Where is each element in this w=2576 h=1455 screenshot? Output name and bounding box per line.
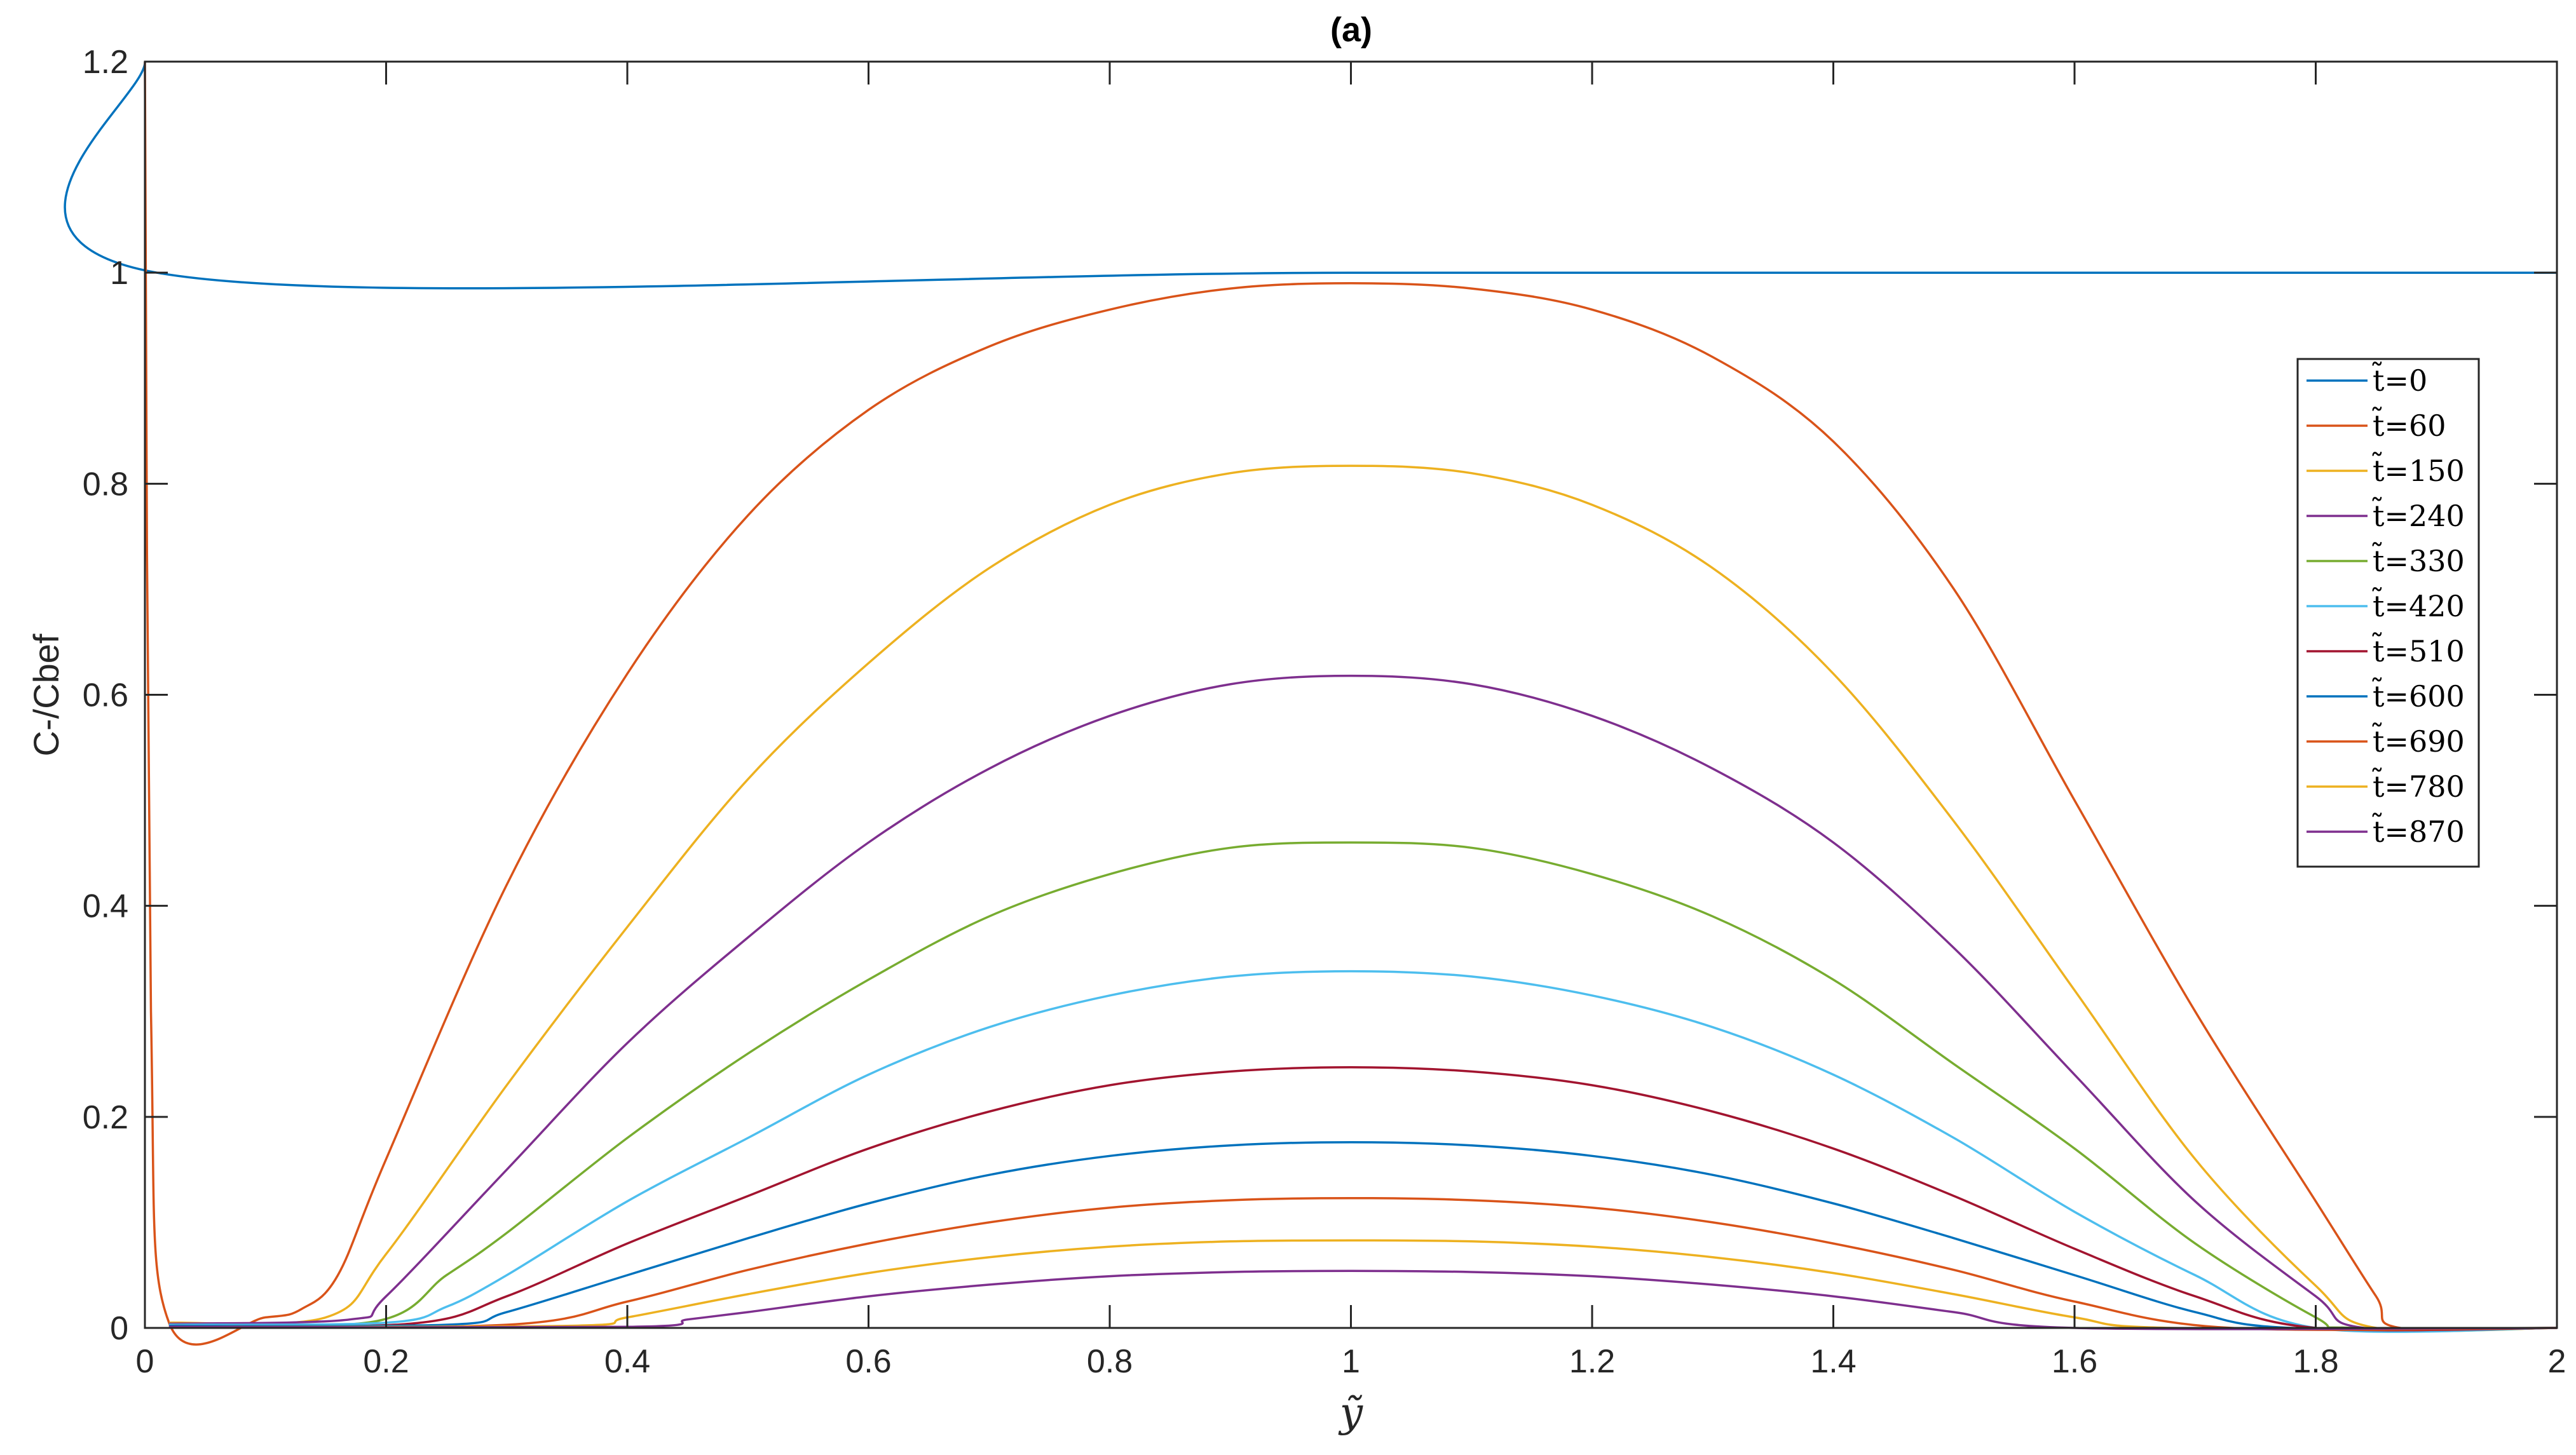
series-line-8	[168, 1196, 2558, 1331]
chart-title: (a)	[1330, 11, 1372, 49]
y-tick-label: 0.6	[83, 677, 128, 714]
y-tick-label: 0	[110, 1310, 128, 1347]
legend-label: t̃=600	[2372, 677, 2465, 714]
tick-layer: 0 0.2 0.4 0.6 0.8 1 1.2 1.4 1.6 1.8 2 0 0.2 0.4 0.6 0.8…	[83, 44, 2566, 1380]
x-axis-label: ỹ	[1338, 1390, 1363, 1437]
legend-box	[2296, 358, 2480, 868]
x-tick-label: 1.2	[1569, 1343, 1615, 1380]
x-tick-label: 0.4	[604, 1343, 650, 1380]
y-tick-label: 0.8	[83, 466, 128, 503]
y-tick-label: 1	[110, 255, 128, 292]
x-tick-label: 1.8	[2293, 1343, 2338, 1380]
x-tick-label: 2	[2548, 1343, 2566, 1380]
series-line-10	[168, 1269, 2558, 1330]
legend-label: t̃=510	[2372, 632, 2465, 668]
y-axis-label: C-/Cbef	[26, 633, 66, 756]
x-tick-label: 0.6	[845, 1343, 891, 1380]
y-tick-label: 0.4	[83, 888, 128, 925]
series-line-3	[168, 674, 2558, 1332]
plot-area	[145, 62, 2557, 1328]
legend-label: t̃=330	[2372, 542, 2465, 578]
legend-label: t̃=150	[2372, 452, 2465, 488]
x-tick-label: 0.2	[363, 1343, 409, 1380]
legend-label: t̃=690	[2372, 722, 2465, 759]
x-tick-label: 1.4	[1810, 1343, 1856, 1380]
y-tick-label: 0.2	[83, 1099, 128, 1136]
y-tick-label: 1.2	[83, 44, 128, 81]
x-tick-label: 1	[1342, 1343, 1360, 1380]
series-line-6	[168, 1066, 2558, 1332]
legend-label: t̃=240	[2372, 497, 2465, 533]
legend: t̃=0 t̃=60 t̃=150 t̃=240 t̃=330 t̃=420 t̃=510 t…	[2296, 358, 2480, 868]
x-tick-label: 0	[136, 1343, 154, 1380]
legend-label: t̃=420	[2372, 587, 2465, 623]
series-line-7	[168, 1140, 2558, 1330]
x-tick-label: 0.8	[1087, 1343, 1133, 1380]
series-line-2	[168, 464, 2558, 1332]
legend-label: t̃=0	[2372, 362, 2428, 398]
legend-label: t̃=870	[2372, 813, 2465, 849]
legend-label: t̃=60	[2372, 407, 2446, 443]
legend-label: t̃=780	[2372, 768, 2465, 804]
x-tick-label: 1.6	[2052, 1343, 2097, 1380]
series-line-4	[168, 841, 2558, 1330]
series-line-5	[168, 970, 2558, 1333]
series-line-0	[64, 61, 2557, 290]
